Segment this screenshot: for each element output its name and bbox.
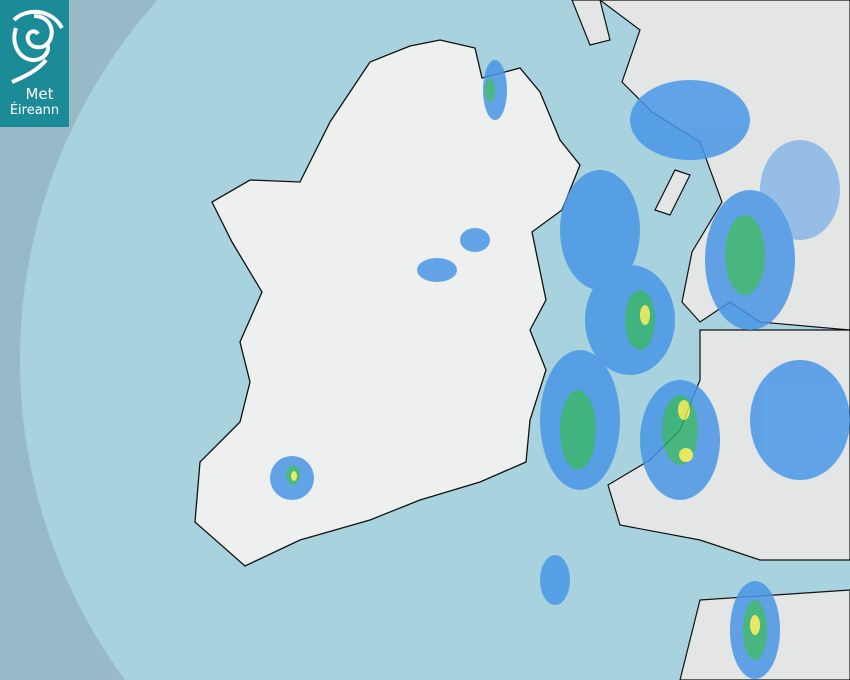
- rain-cell: [540, 555, 570, 605]
- rain-cell: [485, 78, 495, 102]
- rain-cell: [678, 400, 690, 420]
- kintyre: [571, 0, 611, 46]
- rain-cell: [560, 390, 596, 470]
- rainfall-echoes: [270, 60, 850, 679]
- rain-cell: [625, 290, 655, 350]
- rain-cell: [750, 360, 850, 480]
- rain-cell: [291, 471, 297, 481]
- rain-cell: [750, 615, 760, 635]
- ireland-landmass: [194, 39, 581, 567]
- rain-cell: [679, 448, 693, 462]
- rain-cell: [760, 140, 840, 240]
- swirl-icon: [11, 9, 64, 84]
- isle-of-man: [654, 169, 691, 216]
- met-eireann-logo: Met Éireann: [0, 0, 69, 127]
- rain-cell: [417, 258, 457, 282]
- rain-cell: [560, 170, 640, 290]
- rain-cell: [725, 215, 765, 295]
- rain-cell: [460, 228, 490, 252]
- rain-cell: [630, 80, 750, 160]
- rain-cell: [640, 305, 650, 325]
- logo-text-met: Met: [25, 85, 54, 103]
- logo-text-eireann: Éireann: [9, 103, 60, 118]
